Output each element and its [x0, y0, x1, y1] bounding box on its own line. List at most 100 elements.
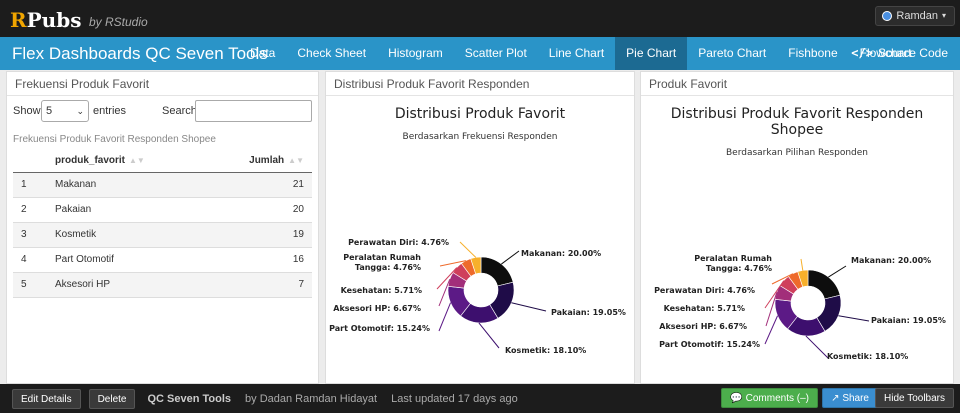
rpubs-topbar: RPubs by RStudio Ramdan ▾ [0, 0, 960, 37]
edit-details-button[interactable]: Edit Details [12, 388, 81, 409]
leader-line [511, 302, 547, 312]
nav-tab-line-chart[interactable]: Line Chart [548, 46, 605, 60]
document-title: QC Seven Tools [147, 392, 232, 405]
pie-panel-pilihan: Produk Favorit Distribusi Produk Favorit… [640, 71, 954, 384]
source-code-link[interactable]: </> Source Code [851, 37, 948, 70]
sort-icon: ▲▼ [288, 156, 304, 166]
donut-chart: Makanan: 20.00% Pakaian: 19.05% Kosmetik: … [654, 254, 946, 361]
leader-line [805, 335, 829, 359]
user-name: Ramdan [896, 10, 938, 22]
nav-tab-fishbone[interactable]: Fishbone [788, 46, 838, 60]
comments-label: Comments (–) [745, 393, 809, 404]
panel-title: Produk Favorit [641, 72, 953, 96]
row-count: 20 [206, 197, 312, 223]
slice-label: Peralatan Rumah Tangga: 4.76% [694, 254, 772, 273]
header-label: Jumlah [249, 155, 285, 167]
dashboard-title[interactable]: Flex Dashboards QC Seven Tools [12, 43, 268, 63]
row-product: Aksesori HP [55, 272, 207, 298]
slice-label: Perawatan Diri: 4.76% [654, 286, 755, 295]
slice-label: Part Otomotif: 15.24% [659, 340, 760, 349]
slice-label: Part Otomotif: 15.24% [329, 324, 430, 333]
leader-line [771, 273, 794, 285]
entries-select[interactable]: 5 ⌄ [41, 100, 89, 122]
nav-tab-pie-chart[interactable]: Pie Chart [615, 37, 688, 70]
leader-line [459, 241, 477, 258]
donut-slice[interactable] [480, 256, 514, 287]
nav-tab-histogram[interactable]: Histogram [388, 46, 443, 60]
nav-tab-scatter-plot[interactable]: Scatter Plot [464, 46, 527, 60]
byline: by RStudio [89, 15, 148, 29]
share-icon: ↗ [831, 393, 840, 404]
donut-chart: Makanan: 20.00% Pakaian: 19.05% Kosmetik: … [329, 238, 626, 355]
header-index[interactable] [13, 150, 55, 173]
leader-line [439, 260, 466, 267]
share-button[interactable]: ↗ Share [822, 388, 878, 408]
last-updated: Last updated 17 days ago [391, 392, 518, 405]
row-count: 21 [206, 172, 312, 198]
table-row[interactable]: 4 Part Otomotif 16 [13, 247, 312, 273]
nav-tab-check-sheet[interactable]: Check Sheet [297, 46, 367, 60]
donut-slice[interactable] [797, 269, 809, 288]
slice-label: Aksesori HP: 6.67% [333, 304, 421, 313]
chart-title: Distribusi Produk Favorit [394, 106, 566, 122]
user-avatar-icon [882, 11, 893, 21]
slice-label: Kesehatan: 5.71% [664, 304, 745, 313]
slice-label: Perawatan Diri: 4.76% [348, 238, 449, 247]
entries-value: 5 [46, 105, 53, 117]
chart-title: Distribusi Produk Favorit Responden Shope… [641, 106, 953, 138]
leader-line [438, 302, 452, 332]
show-label: Show [13, 105, 41, 117]
donut-slice[interactable] [470, 256, 482, 275]
row-index: 3 [13, 222, 55, 248]
rpubs-logo[interactable]: RPubs [10, 8, 81, 32]
slice-label: Aksesori HP: 6.67% [659, 322, 747, 331]
row-index: 5 [13, 272, 55, 298]
leader-line [478, 322, 500, 349]
sort-icon: ▲▼ [129, 156, 145, 166]
frequency-table-panel: Frekuensi Produk Favorit Show 5 ⌄ entries… [6, 71, 319, 384]
row-product: Makanan [55, 172, 207, 198]
slice-label: Kosmetik: 18.10% [827, 352, 908, 361]
slice-label: Pakaian: 19.05% [871, 316, 946, 325]
logo-text: Pubs [26, 8, 82, 32]
table-caption: Frekuensi Produk Favorit Responden Shope… [13, 134, 216, 145]
chart-title-line: Distribusi Produk Favorit Responden [670, 106, 924, 122]
chart-title-line: Shopee [770, 122, 824, 138]
nav-tab-flowchart[interactable]: Flowchart [859, 46, 912, 60]
search-input[interactable] [195, 100, 312, 122]
leader-line [828, 265, 847, 278]
table-row[interactable]: 3 Kosmetik 19 [13, 222, 312, 248]
slice-label: Peralatan Rumah Tangga: 4.76% [343, 253, 421, 272]
row-count: 16 [206, 247, 312, 273]
comments-button[interactable]: 💬 Comments (–) [721, 388, 818, 408]
row-product: Part Otomotif [55, 247, 207, 273]
row-product: Pakaian [55, 197, 207, 223]
header-jumlah[interactable]: Jumlah ▲▼ [206, 150, 312, 173]
author: by Dadan Ramdan Hidayat [245, 392, 378, 405]
source-code-label: Source Code [877, 46, 948, 60]
panel-title: Frekuensi Produk Favorit [7, 72, 318, 96]
pie-panel-frekuensi: Distribusi Produk Favorit Responden Dist… [325, 71, 635, 384]
header-produk-favorit[interactable]: produk_favorit ▲▼ [55, 150, 207, 173]
table-row[interactable]: 5 Aksesori HP 7 [13, 272, 312, 298]
nav-tab-data[interactable]: Data [250, 46, 276, 60]
user-menu-button[interactable]: Ramdan ▾ [875, 6, 955, 26]
table-controls: Show 5 ⌄ entries Search: [13, 100, 312, 124]
leader-line [436, 267, 458, 290]
frequency-table: produk_favorit ▲▼ Jumlah ▲▼ 1 Makanan 21 2 Pak… [13, 150, 312, 298]
nav-tab-pareto-chart[interactable]: Pareto Chart [698, 46, 767, 60]
slice-label: Makanan: 20.00% [521, 249, 601, 258]
leader-line [765, 292, 778, 327]
table-row[interactable]: 2 Pakaian 20 [13, 197, 312, 223]
delete-button[interactable]: Delete [88, 388, 136, 409]
donut-slice[interactable] [807, 269, 841, 300]
hide-toolbars-button[interactable]: Hide Toolbars [875, 388, 954, 408]
share-label: Share [842, 393, 869, 404]
caret-down-icon: ▾ [941, 11, 946, 20]
chevron-down-icon: ⌄ [76, 106, 84, 116]
search-label: Search: [162, 105, 200, 117]
table-row[interactable]: 1 Makanan 21 [13, 172, 312, 198]
slice-label: Kosmetik: 18.10% [505, 346, 586, 355]
header-label: produk_favorit [55, 155, 126, 167]
row-count: 7 [206, 272, 312, 298]
